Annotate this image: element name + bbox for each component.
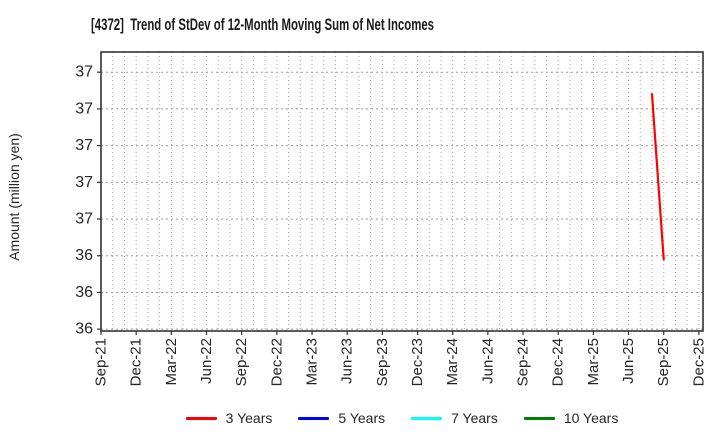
x-tick-label: Sep-22 bbox=[233, 338, 250, 386]
legend-item-10-years: 10 Years bbox=[523, 410, 619, 426]
chart-title: [4372] Trend of StDev of 12-Month Moving… bbox=[91, 15, 435, 34]
x-tick-label: Sep-21 bbox=[93, 338, 110, 386]
y-tick-label: 36 bbox=[75, 321, 93, 338]
x-tick-label: Mar-23 bbox=[304, 338, 321, 386]
legend-line-5-years-icon bbox=[298, 416, 330, 420]
y-tick-label: 37 bbox=[75, 64, 93, 81]
y-tick-label: 37 bbox=[75, 211, 93, 228]
x-tick-label: Dec-24 bbox=[550, 338, 567, 386]
legend-line-10-years-icon bbox=[523, 416, 555, 420]
x-tick-label: Jun-24 bbox=[479, 338, 496, 384]
legend-label-5-years: 5 Years bbox=[338, 410, 386, 426]
x-tick-label: Mar-24 bbox=[444, 338, 461, 386]
x-tick-label: Jun-23 bbox=[339, 338, 356, 384]
axis-frame bbox=[100, 51, 704, 332]
legend-label-3-years: 3 Years bbox=[225, 410, 273, 426]
x-tick-label: Dec-25 bbox=[690, 338, 707, 386]
legend-label-7-years: 7 Years bbox=[451, 410, 498, 426]
x-tick-label: Sep-24 bbox=[515, 338, 532, 386]
legend-item-7-years: 7 Years bbox=[411, 410, 498, 426]
series-line-3-years bbox=[650, 93, 665, 261]
y-tick-label: 37 bbox=[75, 137, 93, 154]
legend-label-10-years: 10 Years bbox=[563, 410, 619, 426]
legend-line-3-years-icon bbox=[185, 416, 217, 420]
x-tick-label: Dec-22 bbox=[268, 338, 285, 386]
legend-item-5-years: 5 Years bbox=[298, 410, 385, 426]
x-tick-label: Dec-23 bbox=[409, 338, 426, 386]
y-tick-label: 36 bbox=[75, 284, 93, 301]
legend-line-7-years-icon bbox=[411, 416, 443, 420]
legend: 3 Years 5 Years 7 Years 10 Years bbox=[101, 404, 703, 432]
x-tick-label: Dec-21 bbox=[128, 338, 145, 386]
x-tick-label: Sep-23 bbox=[374, 338, 391, 386]
x-tick-label: Jun-22 bbox=[198, 338, 215, 384]
x-tick-label: Jun-25 bbox=[620, 338, 637, 384]
x-tick-label: Mar-22 bbox=[163, 338, 180, 386]
legend-item-3-years: 3 Years bbox=[185, 410, 273, 426]
y-tick-label: 37 bbox=[75, 174, 93, 191]
y-tick-label: 37 bbox=[75, 100, 93, 117]
y-tick-label: 36 bbox=[75, 247, 93, 264]
x-tick-label: Mar-25 bbox=[585, 338, 602, 386]
x-tick-label: Sep-25 bbox=[655, 338, 672, 386]
